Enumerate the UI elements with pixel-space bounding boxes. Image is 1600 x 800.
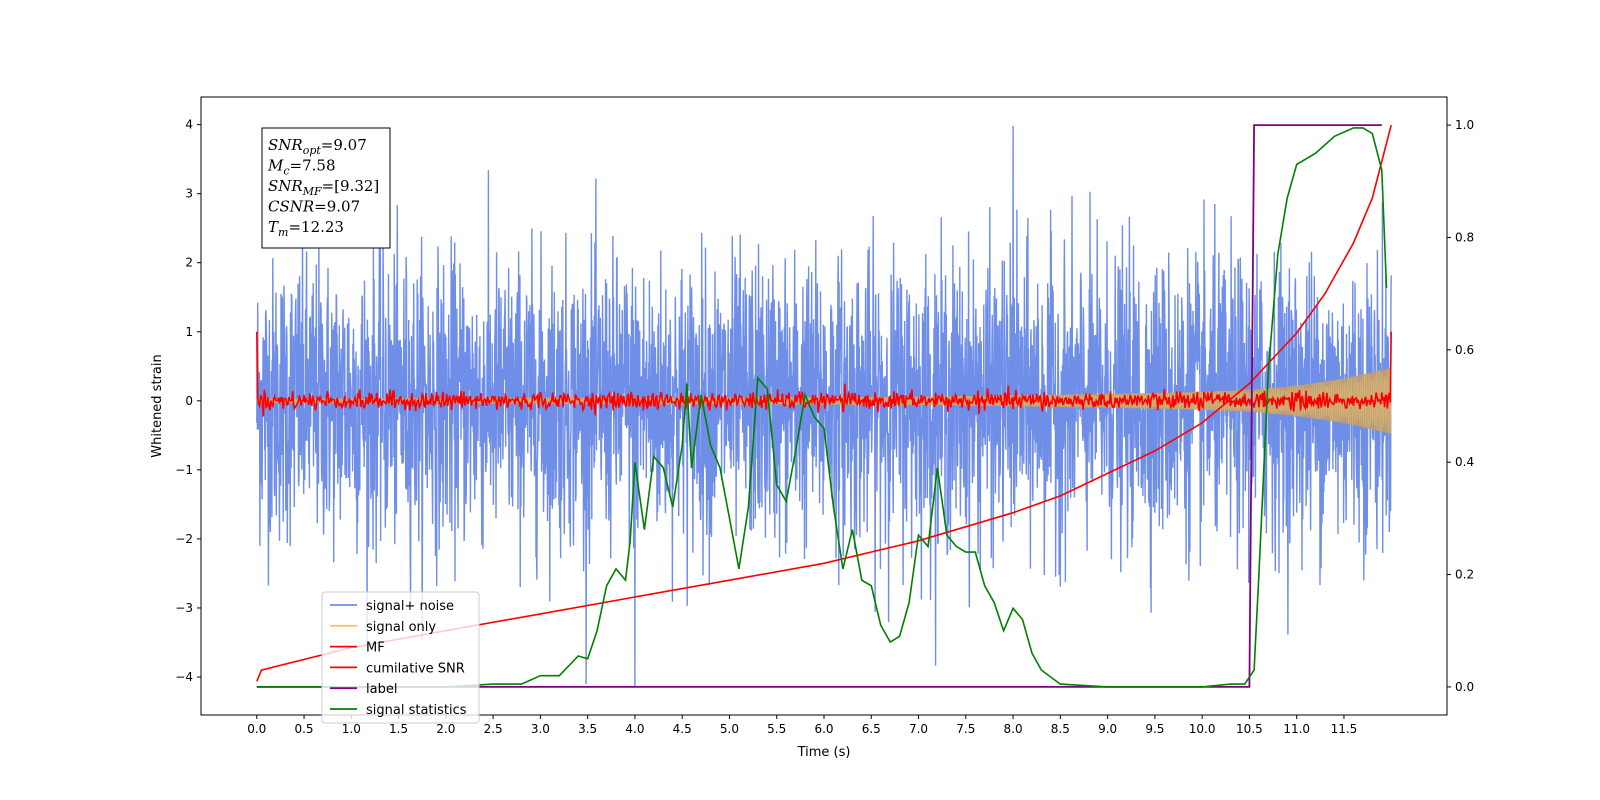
legend-entry: signal statistics (366, 703, 467, 718)
stat-line: SNRMF=[9.32] (268, 177, 379, 198)
stat-subscript: m (278, 226, 288, 239)
x-tick-label: 8.0 (1004, 722, 1023, 736)
stat-subscript: opt (303, 144, 322, 157)
x-tick-label: 5.5 (767, 722, 786, 736)
x-tick-label: 4.5 (673, 722, 692, 736)
stat-line: Mc=7.58 (267, 157, 336, 178)
x-tick-label: 2.5 (484, 722, 503, 736)
y-tick-label: 3 (185, 187, 193, 201)
y-tick-label: −4 (175, 670, 193, 684)
stat-value: =9.07 (314, 198, 360, 216)
stats-box: SNRopt=9.07Mc=7.58SNRMF=[9.32]CSNR=9.07T… (261, 127, 391, 249)
x-tick-label: 10.0 (1189, 722, 1216, 736)
y2-tick-label: 0.0 (1455, 680, 1474, 694)
x-tick-label: 7.0 (909, 722, 928, 736)
stat-line: CSNR=9.07 (268, 198, 360, 216)
y-axis-label: Whitened strain (150, 354, 165, 457)
x-tick-label: 5.0 (720, 722, 739, 736)
stat-value: =7.58 (290, 157, 336, 175)
stat-value: =12.23 (288, 218, 344, 236)
x-tick-label: 7.5 (956, 722, 975, 736)
stat-line: SNRopt=9.07 (268, 136, 367, 157)
x-tick-label: 1.0 (342, 722, 361, 736)
y-tick-label: −2 (175, 532, 193, 546)
x-tick-label: 9.0 (1098, 722, 1117, 736)
series-label-line (256, 124, 1382, 688)
legend-frame (321, 591, 480, 724)
x-axis-label: Time (s) (797, 745, 851, 760)
x-tick-label: 11.0 (1283, 722, 1310, 736)
series-signal-noise-line (256, 125, 1392, 688)
y-tick-label: −1 (175, 463, 193, 477)
legend-entry: label (366, 682, 397, 697)
x-tick-label: 8.5 (1051, 722, 1070, 736)
y2-tick-label: 0.4 (1455, 455, 1474, 469)
legend-entry: signal+ noise (366, 599, 454, 614)
stat-value: =9.07 (321, 136, 367, 154)
legend-entry: cumilative SNR (366, 661, 465, 676)
y2-tick-label: 0.2 (1455, 568, 1474, 582)
stat-value: =[9.32] (322, 177, 380, 195)
stat-symbol: M (267, 157, 284, 175)
legend-entry: MF (366, 641, 385, 656)
x-tick-label: 4.0 (625, 722, 644, 736)
x-tick-label: 0.5 (294, 722, 313, 736)
legend-entry: signal only (366, 620, 436, 635)
stat-symbol: CSNR (268, 198, 314, 216)
y-tick-label: 2 (185, 256, 193, 270)
stats-box-frame (261, 127, 391, 249)
x-tick-label: 0.0 (247, 722, 266, 736)
x-tick-label: 3.5 (578, 722, 597, 736)
legend: signal+ noise signal only MF cumilative SNR… (321, 591, 480, 724)
y2-tick-label: 0.6 (1455, 343, 1474, 357)
y-axis-ticks: 4 3 2 1 0 −1 −2 −3 −4 (175, 118, 201, 684)
y2-tick-label: 1.0 (1455, 118, 1474, 132)
stat-symbol: T (268, 218, 279, 236)
x-tick-label: 9.5 (1145, 722, 1164, 736)
y-tick-label: 0 (185, 394, 193, 408)
y2-axis-ticks: 1.0 0.8 0.6 0.4 0.2 0.0 (1447, 118, 1474, 694)
stat-symbol: SNR (268, 136, 303, 154)
stat-subscript: c (283, 165, 289, 178)
x-tick-label: 10.5 (1236, 722, 1263, 736)
y-tick-label: 4 (185, 118, 193, 132)
stat-symbol: SNR (268, 177, 303, 195)
x-tick-label: 6.0 (814, 722, 833, 736)
series-mf-line (256, 331, 1392, 417)
y2-tick-label: 0.8 (1455, 230, 1474, 244)
x-tick-label: 2.0 (436, 722, 455, 736)
x-tick-label: 1.5 (389, 722, 408, 736)
stat-subscript: MF (302, 185, 322, 198)
y-tick-label: −3 (175, 601, 193, 615)
series-signal-statistics-line (256, 127, 1388, 688)
x-axis-ticks: 0.0 0.5 1.0 1.5 2.0 2.5 3.0 3.5 4.0 4.5 5.0 5.5 6.0 6… (247, 715, 1357, 736)
y-tick-label: 1 (185, 325, 193, 339)
x-tick-label: 11.5 (1331, 722, 1358, 736)
plot-area (256, 124, 1392, 688)
stat-line: Tm=12.23 (268, 218, 344, 239)
x-tick-label: 6.5 (862, 722, 881, 736)
x-tick-label: 3.0 (531, 722, 550, 736)
